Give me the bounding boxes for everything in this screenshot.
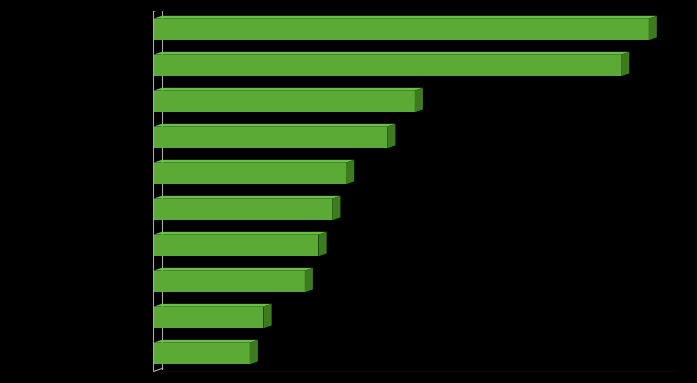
Polygon shape — [388, 124, 395, 148]
Polygon shape — [153, 16, 657, 19]
Polygon shape — [153, 304, 272, 307]
Bar — [153, 271, 305, 292]
Bar — [153, 235, 319, 256]
Polygon shape — [250, 340, 258, 364]
Polygon shape — [153, 268, 313, 271]
Bar — [153, 55, 621, 76]
Bar — [153, 307, 263, 328]
Bar — [153, 127, 388, 148]
Bar — [153, 19, 649, 40]
Polygon shape — [153, 160, 354, 163]
Polygon shape — [153, 124, 395, 127]
Polygon shape — [649, 16, 657, 40]
Polygon shape — [621, 52, 629, 76]
Polygon shape — [415, 88, 423, 112]
Polygon shape — [153, 88, 423, 91]
Polygon shape — [346, 160, 354, 184]
Polygon shape — [319, 232, 327, 256]
Polygon shape — [263, 304, 272, 328]
Polygon shape — [305, 268, 313, 292]
Polygon shape — [153, 232, 327, 235]
Bar — [153, 343, 250, 364]
Polygon shape — [153, 52, 629, 55]
Bar — [153, 199, 332, 220]
Polygon shape — [153, 340, 258, 343]
Polygon shape — [332, 196, 340, 220]
Bar — [153, 91, 415, 112]
Bar — [153, 163, 346, 184]
Polygon shape — [153, 196, 340, 199]
